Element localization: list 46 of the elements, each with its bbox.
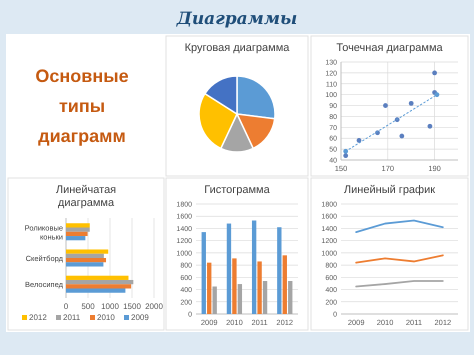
point [356, 138, 362, 143]
line-series [355, 254, 444, 264]
chart-title: Линейный график [344, 184, 436, 196]
point [343, 148, 348, 154]
bar [288, 281, 292, 314]
x-tick-label: 500 [81, 302, 96, 311]
bar [66, 236, 86, 240]
bar [66, 288, 126, 293]
chart-title: Гистограмма [204, 184, 271, 196]
point [432, 70, 437, 76]
bar [262, 281, 268, 314]
chart-title: Круговая диаграмма [184, 42, 290, 54]
bar [232, 258, 237, 314]
chart-title: Линейчатая диаграмма [56, 184, 116, 209]
text: Диаграммы [176, 9, 298, 29]
bar [66, 228, 90, 232]
bar [66, 280, 134, 284]
point [408, 100, 414, 106]
bar [66, 258, 106, 262]
chart-title: Точечная диаграмма [336, 42, 444, 54]
bar [66, 284, 132, 288]
bar [202, 232, 206, 314]
text: Основные типы диаграмм [35, 66, 129, 146]
bar [207, 262, 212, 314]
bar [238, 284, 242, 314]
bar [252, 220, 256, 314]
bar [66, 262, 104, 267]
line-series [355, 220, 444, 234]
x-tick-label: 2000 [145, 302, 164, 311]
point [399, 134, 404, 138]
x-tick-label: 1000 [101, 302, 120, 311]
x-tick-label: 1500 [123, 302, 142, 311]
point [428, 124, 432, 129]
bar [277, 227, 282, 314]
bar [66, 254, 104, 258]
bar [66, 223, 90, 228]
bar [226, 224, 232, 314]
bar [66, 276, 128, 280]
bar [212, 286, 217, 314]
point [343, 153, 348, 158]
point [383, 103, 388, 108]
bar [66, 249, 108, 254]
bar [282, 255, 287, 314]
bar [66, 232, 88, 236]
point [434, 92, 440, 98]
bar [257, 261, 262, 314]
